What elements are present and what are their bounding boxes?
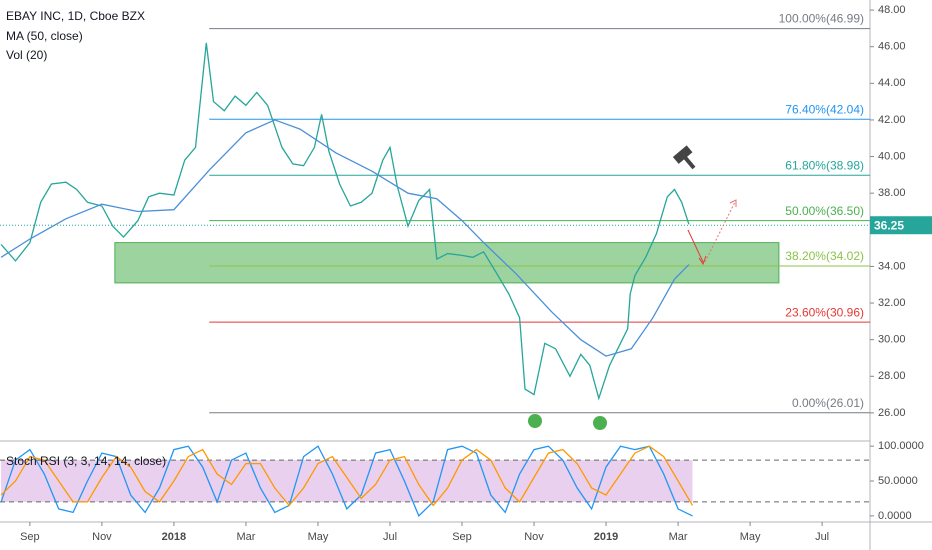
x-tick-label: Mar	[669, 531, 688, 543]
fib-label: 100.00%(46.99)	[779, 12, 864, 26]
fib-label: 50.00%(36.50)	[785, 204, 864, 218]
y-tick-label: 26.00	[878, 407, 906, 419]
price-line	[0, 42, 690, 401]
x-tick-label: May	[740, 531, 761, 543]
last-price-label: 36.25	[874, 218, 904, 232]
x-tick-label: Sep	[20, 531, 40, 543]
x-tick-label: Sep	[452, 531, 472, 543]
indicator-label: Stoch RSI (3, 3, 14, 14, close)	[6, 454, 166, 468]
low-marker	[593, 416, 607, 430]
x-tick-label: Mar	[236, 531, 255, 543]
projection-arrow	[687, 229, 704, 263]
y-tick-label: 50.0000	[878, 475, 918, 487]
price-line	[0, 119, 690, 357]
y-tick-label: 30.00	[878, 334, 906, 346]
x-tick-label: Nov	[524, 531, 544, 543]
indicator-label: Vol (20)	[6, 48, 47, 62]
y-tick-label: 0.0000	[878, 510, 912, 522]
y-tick-label: 38.00	[878, 187, 906, 199]
low-marker	[528, 414, 542, 428]
x-tick-label: 2019	[594, 531, 618, 543]
stoch-band	[1, 460, 693, 502]
y-tick-label: 48.00	[878, 4, 906, 16]
plot: 26.0028.0030.0032.0034.0036.0038.0040.00…	[0, 4, 932, 543]
fib-label: 0.00%(26.01)	[792, 396, 864, 410]
y-tick-label: 42.00	[878, 114, 906, 126]
y-tick-label: 40.00	[878, 150, 906, 162]
y-tick-label: 100.0000	[878, 440, 924, 452]
fib-label: 61.80%(38.98)	[785, 158, 864, 172]
y-tick-label: 32.00	[878, 297, 906, 309]
x-tick-label: Jul	[815, 531, 829, 543]
y-tick-label: 28.00	[878, 370, 906, 382]
last-price-box	[870, 216, 932, 235]
chart-title: EBAY INC, 1D, Cboe BZX	[6, 9, 145, 23]
fib-label: 76.40%(42.04)	[785, 102, 864, 116]
x-tick-label: May	[308, 531, 329, 543]
arrow-head	[698, 255, 707, 266]
y-tick-label: 46.00	[878, 41, 906, 53]
fib-label: 38.20%(34.02)	[785, 249, 864, 263]
hammer-icon	[672, 145, 696, 170]
zone	[114, 242, 780, 284]
projection-arrow	[704, 201, 736, 263]
x-tick-label: 2018	[162, 531, 186, 543]
indicator-label: MA (50, close)	[6, 29, 83, 43]
fib-label: 23.60%(30.96)	[785, 305, 864, 319]
y-tick-label: 44.00	[878, 77, 906, 89]
x-tick-label: Jul	[383, 531, 397, 543]
y-tick-label: 34.00	[878, 260, 906, 272]
arrow-head	[729, 199, 737, 207]
x-tick-label: Nov	[92, 531, 112, 543]
stoch-line	[0, 445, 694, 507]
